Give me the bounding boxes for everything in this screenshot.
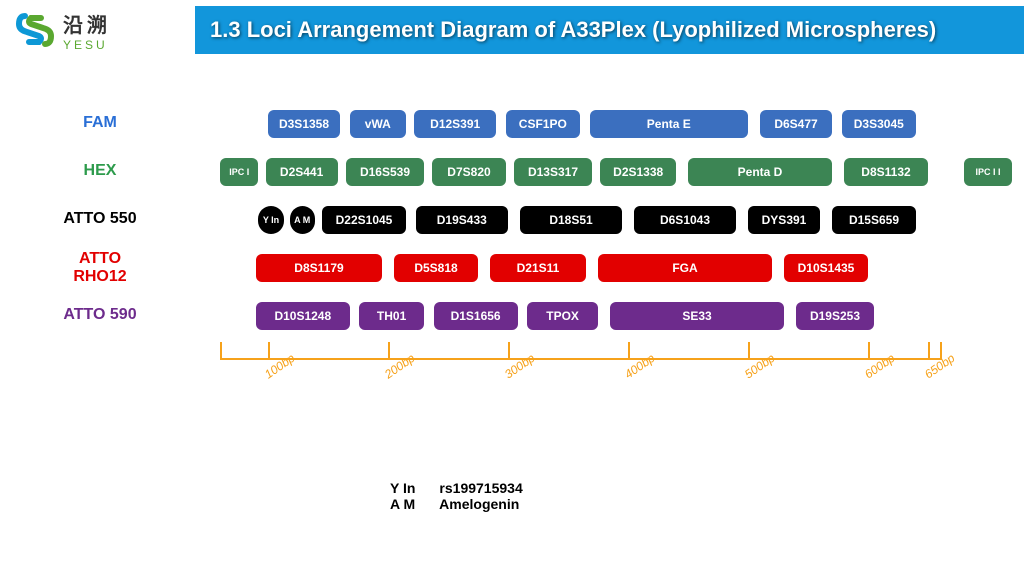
legend-key-1: A M	[390, 496, 415, 512]
locus: D3S1358	[268, 110, 340, 138]
axis-tick	[628, 342, 630, 360]
locus: D6S1043	[634, 206, 736, 234]
locus: D2S1338	[600, 158, 676, 186]
loci-area: IPC I D2S441 D16S539 D7S820 D13S317 D2S1338 Pe…	[220, 158, 990, 186]
title-text: 1.3 Loci Arrangement Diagram of A33Plex …	[210, 17, 936, 43]
locus: D13S317	[514, 158, 592, 186]
axis-end-tick	[220, 342, 222, 360]
dye-label: ATTO 590	[0, 306, 200, 324]
logo-cn: 沿溯	[63, 9, 111, 38]
legend: Y In rs199715934 A M Amelogenin	[390, 480, 523, 512]
locus: D8S1179	[256, 254, 382, 282]
locus: D10S1435	[784, 254, 868, 282]
locus: Penta E	[590, 110, 748, 138]
locus: vWA	[350, 110, 406, 138]
dye-row: ATTO 550 Y In A M D22S1045 D19S433 D18S51 D6S1…	[0, 206, 1024, 236]
locus: D5S818	[394, 254, 478, 282]
legend-key-0: Y In	[390, 480, 415, 496]
locus: Penta D	[688, 158, 832, 186]
locus: FGA	[598, 254, 772, 282]
dye-row: ATTORHO12D8S1179D5S818D21S11FGAD10S1435	[0, 254, 1024, 284]
loci-area: D10S1248 TH01 D1S1656 TPOX SE33 D19S253	[220, 302, 990, 330]
dye-row: HEX IPC I D2S441 D16S539 D7S820 D13S317 D2S133…	[0, 158, 1024, 188]
locus: D10S1248	[256, 302, 350, 330]
locus: D19S253	[796, 302, 874, 330]
locus: D15S659	[832, 206, 916, 234]
locus: D2S441	[266, 158, 338, 186]
locus: D18S51	[520, 206, 622, 234]
locus: IPC I I	[964, 158, 1012, 186]
legend-val-0: rs199715934	[439, 480, 522, 496]
legend-val-1: Amelogenin	[439, 496, 519, 512]
locus: IPC I	[220, 158, 258, 186]
locus: Y In	[258, 206, 283, 234]
dye-label: ATTO 550	[0, 210, 200, 228]
locus: TH01	[359, 302, 424, 330]
logo-area: 沿溯 YESU	[0, 0, 195, 60]
locus: D21S11	[490, 254, 586, 282]
axis-tick	[868, 342, 870, 360]
dye-label: ATTORHO12	[0, 250, 200, 285]
locus: D1S1656	[434, 302, 518, 330]
diagram: FAMD3S1358vWAD12S391CSF1POPenta ED6S477D…	[0, 110, 1024, 350]
dye-row: ATTO 590 D10S1248 TH01 D1S1656 TPOX SE33 D19S2…	[0, 302, 1024, 332]
axis-tick	[268, 342, 270, 360]
axis-tick	[508, 342, 510, 360]
title-bar: 1.3 Loci Arrangement Diagram of A33Plex …	[195, 6, 1024, 54]
dye-row: FAMD3S1358vWAD12S391CSF1POPenta ED6S477D…	[0, 110, 1024, 140]
locus: D19S433	[416, 206, 508, 234]
locus: CSF1PO	[506, 110, 580, 138]
loci-area: D8S1179 D5S818 D21S11 FGA D10S1435	[220, 254, 990, 282]
locus: D7S820	[432, 158, 505, 186]
legend-row: Y In rs199715934	[390, 480, 523, 496]
header: 沿溯 YESU 1.3 Loci Arrangement Diagram of …	[0, 0, 1024, 60]
bp-axis: 100bp200bp300bp400bp500bp600bp650bp	[220, 358, 940, 418]
locus: SE33	[610, 302, 784, 330]
locus: D3S3045	[842, 110, 916, 138]
logo-icon	[15, 10, 55, 50]
locus: D16S539	[346, 158, 424, 186]
locus: D8S1132	[844, 158, 928, 186]
locus: A M	[290, 206, 315, 234]
dye-label: HEX	[0, 162, 200, 180]
locus: DYS391	[748, 206, 820, 234]
legend-row: A M Amelogenin	[390, 496, 523, 512]
dye-label: FAM	[0, 114, 200, 132]
loci-area: D3S1358 vWA D12S391 CSF1PO Penta E D6S477 D3S3…	[220, 110, 990, 138]
locus: TPOX	[527, 302, 598, 330]
loci-area: Y In A M D22S1045 D19S433 D18S51 D6S1043 DYS39…	[220, 206, 990, 234]
axis-tick	[928, 342, 930, 360]
logo-text: 沿溯 YESU	[63, 9, 111, 52]
axis-tick	[748, 342, 750, 360]
locus: D6S477	[760, 110, 832, 138]
axis-tick	[388, 342, 390, 360]
locus: D22S1045	[322, 206, 406, 234]
logo-en: YESU	[63, 38, 111, 52]
locus: D12S391	[414, 110, 496, 138]
